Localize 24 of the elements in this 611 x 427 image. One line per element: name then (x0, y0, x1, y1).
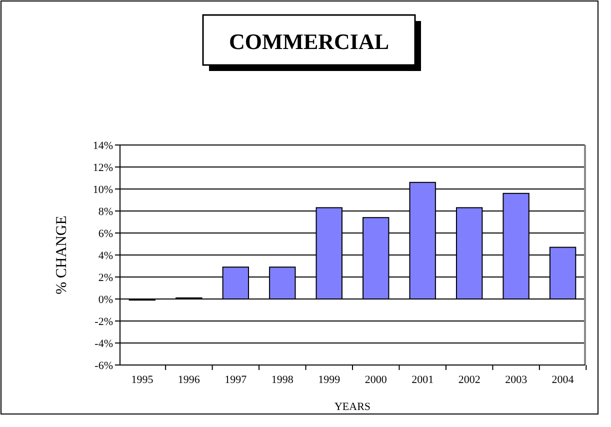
y-tick-label: 10% (92, 184, 113, 196)
x-tick-label: 2003 (505, 374, 528, 386)
y-tick-label: -6% (94, 360, 113, 372)
x-tick-label: 1999 (318, 374, 341, 386)
x-tick-label: 2002 (458, 374, 480, 386)
y-tick-label: 6% (98, 228, 113, 240)
y-tick-label: 8% (98, 206, 113, 218)
y-tick-label: 12% (92, 162, 113, 174)
y-tick-label: 2% (98, 272, 113, 284)
x-tick-label: 1997 (224, 374, 248, 386)
x-tick-label: 2001 (412, 374, 434, 386)
x-axis-title: YEARS (334, 401, 371, 413)
y-tick-label: 14% (92, 140, 113, 152)
y-tick-label: 4% (98, 250, 113, 262)
y-tick-label: -4% (94, 338, 113, 350)
y-tick-label: -2% (94, 316, 113, 328)
x-tick-label: 1995 (131, 374, 154, 386)
x-tick-label: 1998 (271, 374, 294, 386)
x-tick-label: 2004 (552, 374, 574, 386)
y-axis-title: % CHANGE (54, 216, 70, 294)
y-tick-label: 0% (98, 294, 113, 306)
chart-title: COMMERCIAL (228, 29, 390, 54)
x-tick-label: 1996 (178, 374, 200, 386)
x-tick-label: 2000 (364, 374, 388, 386)
